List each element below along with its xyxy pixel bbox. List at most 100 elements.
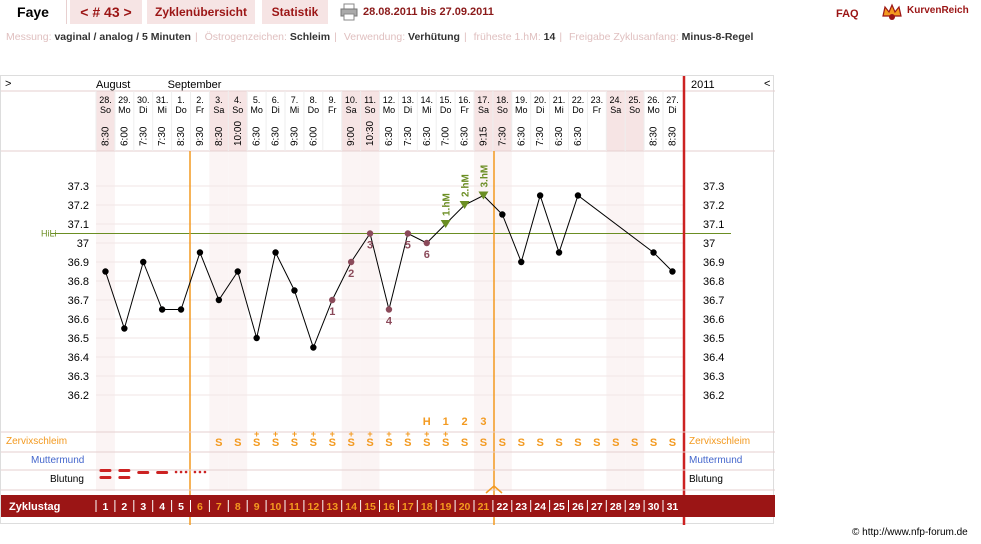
mucus-symbol: S	[650, 437, 657, 449]
mucus-plus: +	[349, 429, 354, 439]
info-value: Verhütung	[408, 31, 460, 43]
y-tick-right: 36.8	[703, 276, 724, 288]
bleeding-heavy-mark	[99, 469, 112, 472]
day-weekday: Mi	[290, 105, 300, 115]
info-key: Messung:	[6, 31, 52, 43]
printer-icon[interactable]	[340, 3, 358, 21]
row-label-muttermund: Muttermund	[31, 455, 84, 466]
cycle-day-number: 5	[178, 501, 184, 513]
measure-time: 6:30	[271, 126, 282, 146]
cycle-day-number: 25	[553, 501, 565, 513]
measure-time: 7:00	[441, 126, 452, 146]
day-date: 9.	[328, 95, 336, 105]
day-weekday: Di	[271, 105, 280, 115]
cycle-day-number: 21	[478, 501, 490, 513]
measure-time: 7:30	[138, 126, 149, 146]
bleeding-heavy-mark	[99, 476, 112, 479]
cycle-navigator[interactable]: < # 43 >	[70, 0, 142, 24]
mucus-symbol: S	[499, 437, 506, 449]
temperature-point	[518, 258, 525, 266]
mucus-symbol: S	[631, 437, 638, 449]
mucus-symbol: S	[385, 437, 392, 449]
measure-time: 10:30	[365, 121, 376, 146]
day-weekday: So	[232, 105, 243, 115]
day-weekday: Di	[404, 105, 413, 115]
day-date: 19.	[515, 95, 528, 105]
cycle-day-number: 27	[591, 501, 603, 513]
mucus-symbol: S	[423, 437, 430, 449]
day-date: 11.	[364, 95, 376, 105]
weekend-column	[228, 91, 248, 151]
mucus-symbol: S	[215, 437, 222, 449]
temperature-point	[385, 306, 393, 313]
measure-time: 6:00	[308, 126, 319, 146]
bleeding-light-dot	[198, 470, 202, 474]
day-date: 8.	[310, 95, 318, 105]
weekend-column	[209, 151, 229, 491]
tab-statistik[interactable]: Statistik	[262, 0, 328, 24]
mucus-symbol: S	[518, 437, 525, 449]
measure-time: 8:30	[100, 126, 111, 146]
day-date: 15.	[439, 95, 452, 105]
measure-time: 8:30	[649, 126, 660, 146]
zyklustag-bar	[1, 495, 775, 517]
year-label: 2011	[691, 79, 715, 91]
mucus-eval-label: H	[423, 416, 431, 428]
mucus-plus: +	[273, 429, 278, 439]
high-measure-label: 2.hM	[461, 174, 472, 197]
measure-time: 6:30	[516, 126, 527, 146]
bleeding-medium-mark	[137, 471, 150, 474]
day-weekday: Mo	[515, 105, 528, 115]
measure-time: 7:30	[497, 126, 508, 146]
temperature-point	[102, 268, 109, 275]
measure-time: 6:30	[460, 126, 471, 146]
measure-time: 6:00	[119, 126, 130, 146]
cycle-day-number: 20	[459, 501, 471, 513]
nav-right-arrow: <	[764, 78, 770, 90]
temperature-curve	[104, 193, 673, 349]
y-tick-right: 36.2	[703, 390, 724, 402]
day-date: 4.	[234, 95, 242, 105]
faq-link[interactable]: FAQ	[836, 8, 859, 20]
low-measure-label: 2	[348, 268, 354, 280]
weekend-column	[96, 91, 115, 151]
weekend-column	[341, 91, 361, 151]
y-tick-right: 37	[703, 238, 715, 250]
weekend-column	[625, 91, 645, 151]
weekend-column	[209, 91, 229, 151]
cycle-day-number: 6	[197, 501, 203, 513]
weekend-column	[360, 151, 380, 491]
tab-zyklenuebersicht[interactable]: Zyklenübersicht	[147, 0, 255, 24]
day-date: 21.	[553, 95, 566, 105]
temperature-point	[347, 258, 355, 266]
crown-logo-icon	[882, 3, 902, 20]
row-label-muttermund-right: Muttermund	[689, 455, 742, 466]
cycle-day-number: 10	[270, 501, 282, 513]
y-tick-left: 36.4	[68, 352, 89, 364]
day-date: 17.	[477, 95, 490, 105]
day-date: 28.	[99, 95, 112, 105]
cycle-day-number: 12	[308, 501, 320, 513]
cycle-day-number: 14	[345, 501, 357, 513]
day-date: 13.	[402, 95, 415, 105]
mucus-symbol: S	[593, 437, 600, 449]
day-date: 14.	[420, 95, 433, 105]
day-date: 25.	[628, 95, 641, 105]
temperature-point	[536, 192, 544, 199]
measure-time: 6:30	[384, 126, 395, 146]
bleeding-light-dot	[184, 470, 188, 474]
temperature-point	[669, 268, 676, 275]
temperature-point	[158, 306, 166, 313]
chart-svg: August September 2011> <28.So8:3029.Mo6:003…	[1, 76, 775, 525]
measure-time: 9:30	[289, 126, 300, 146]
day-weekday: Di	[668, 105, 677, 115]
mucus-plus: +	[405, 429, 410, 439]
measure-time: 7:30	[535, 126, 546, 146]
y-tick-right: 36.7	[703, 295, 724, 307]
day-date: 16.	[458, 95, 471, 105]
day-date: 24.	[609, 95, 622, 105]
mucus-symbol: S	[272, 437, 279, 449]
mucus-plus: +	[311, 429, 316, 439]
weekend-column	[474, 91, 493, 151]
bleeding-heavy-mark	[118, 469, 131, 472]
